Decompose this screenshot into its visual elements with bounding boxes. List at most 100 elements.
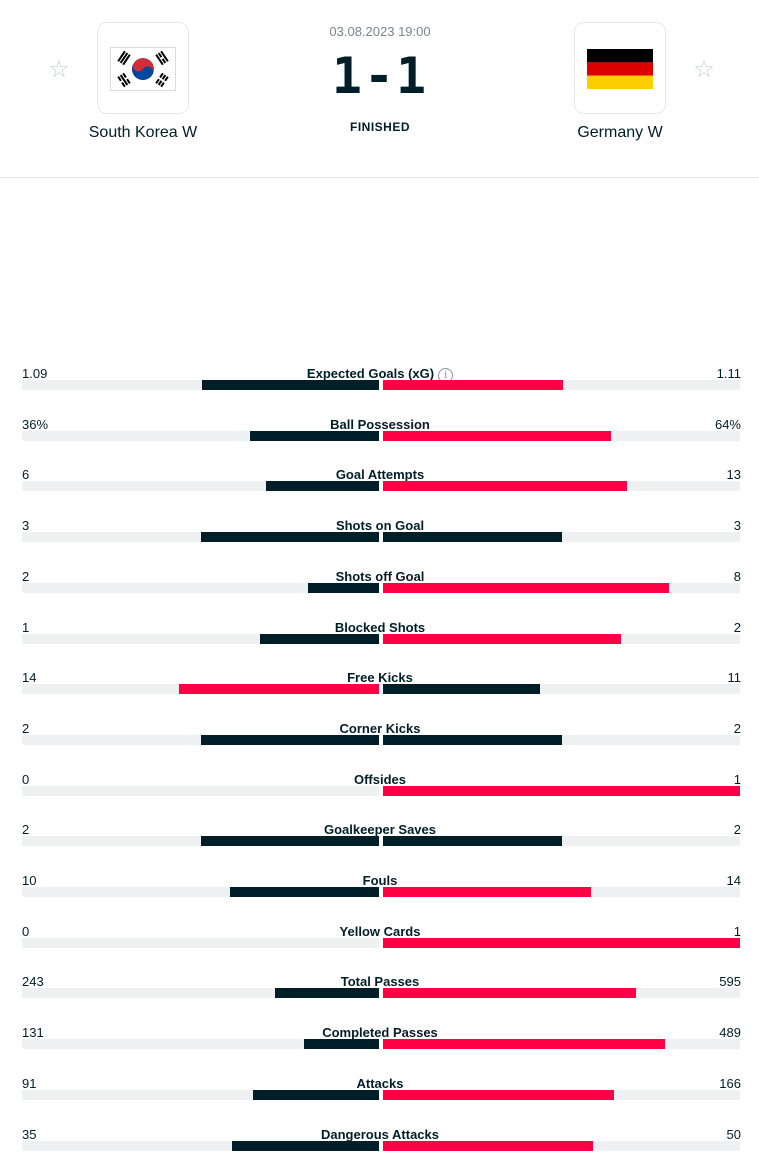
stat-away-bar	[383, 481, 740, 492]
stat-row: 0 Yellow Cards 1	[0, 924, 759, 964]
stat-category: Offsides	[180, 772, 580, 787]
stat-away-value: 2	[733, 619, 741, 635]
stat-row: 0 Offsides 1	[0, 772, 759, 812]
stat-row: 36% Ball Possession 64%	[0, 417, 759, 457]
away-team-logo[interactable]	[574, 22, 666, 114]
stat-category-label: Shots off Goal	[335, 568, 425, 584]
stat-home-value: 14	[22, 670, 37, 686]
stat-category-label: Fouls	[362, 873, 398, 888]
stat-away-bar-fill	[383, 988, 637, 999]
stat-home-bar-fill	[200, 836, 379, 847]
stat-row: 14 Free Kicks 11	[0, 670, 759, 710]
stat-home-bar-fill	[202, 380, 379, 390]
stat-category: Fouls	[180, 873, 580, 888]
stat-row: 10 Fouls 14	[0, 873, 759, 913]
stat-home-value: 2	[22, 822, 30, 838]
stat-away-bar	[383, 887, 740, 897]
stat-category-label: Total Passes	[340, 974, 420, 990]
stat-category-label: Offsides	[353, 771, 406, 787]
stat-away-bar	[383, 785, 740, 796]
stat-away-bar	[383, 582, 740, 593]
stat-away-bar-fill	[383, 785, 740, 796]
stat-home-value: 1.09	[22, 366, 48, 381]
stat-category-label: Goal Attempts	[335, 467, 425, 483]
stat-home-bar-fill	[230, 887, 379, 897]
stat-away-value: 11	[727, 670, 742, 686]
stat-row: 243 Total Passes 595	[0, 974, 759, 1014]
stat-away-value: 1	[733, 923, 741, 939]
stat-away-value: 3	[733, 518, 741, 534]
stat-home-bar-fill	[275, 988, 379, 999]
stat-home-value: 36%	[22, 416, 49, 432]
home-team-name[interactable]: South Korea W	[88, 124, 198, 141]
stat-away-value: 13	[726, 467, 741, 483]
stat-category-label: Blocked Shots	[334, 619, 426, 635]
stat-home-value: 10	[22, 873, 37, 888]
stat-category: Shots off Goal	[180, 569, 580, 584]
stat-category: Yellow Cards	[180, 924, 580, 939]
stat-home-value: 243	[22, 974, 44, 990]
stat-home-bar-fill	[303, 1039, 379, 1050]
stat-home-bar	[22, 887, 379, 897]
stat-away-bar	[383, 937, 740, 948]
stat-category: Goal Attempts	[180, 467, 580, 482]
stat-home-bar-fill	[200, 532, 379, 543]
stat-home-bar-fill	[266, 481, 379, 492]
stat-home-bar	[22, 734, 379, 745]
stat-row: 131 Completed Passes 489	[0, 1025, 759, 1065]
stat-away-bar-fill	[383, 380, 564, 390]
stat-away-value: 1.11	[716, 366, 741, 381]
match-header: ☆	[0, 0, 759, 178]
score-away: 1	[396, 47, 429, 105]
stat-category: Ball Possession	[180, 417, 580, 432]
stat-away-bar	[383, 430, 740, 441]
favorite-away-star-icon[interactable]: ☆	[693, 55, 715, 83]
stat-away-value: 64%	[714, 416, 741, 432]
stat-home-bar	[22, 1039, 379, 1050]
favorite-home-star-icon[interactable]: ☆	[48, 55, 70, 83]
stat-home-bar	[22, 481, 379, 492]
stat-home-value: 0	[22, 923, 30, 939]
score-home: 1	[331, 47, 364, 105]
stat-away-bar-fill	[383, 1039, 665, 1050]
stat-home-value: 3	[22, 518, 30, 534]
stat-home-bar-fill	[250, 430, 379, 441]
stat-away-value: 1	[733, 771, 741, 787]
stat-away-bar-fill	[383, 937, 740, 948]
stat-category: Goalkeeper Saves	[180, 822, 580, 837]
stat-away-bar-fill	[383, 1140, 593, 1151]
stat-home-bar-fill	[260, 633, 379, 644]
stat-category-label: Yellow Cards	[339, 923, 421, 939]
stat-away-value: 50	[726, 1126, 741, 1142]
stat-category-label: Goalkeeper Saves	[323, 822, 437, 838]
stat-category-label: Free Kicks	[347, 670, 413, 686]
stat-home-bar	[22, 380, 379, 390]
stat-away-value: 14	[726, 873, 741, 888]
stat-away-bar	[383, 380, 740, 390]
stat-away-bar-fill	[383, 734, 562, 745]
stat-home-bar	[22, 937, 379, 948]
stat-row: 2 Shots off Goal 8	[0, 569, 759, 609]
stat-away-bar-fill	[383, 582, 669, 593]
stat-away-bar-fill	[383, 887, 592, 897]
stat-home-bar-fill	[231, 1140, 379, 1151]
stat-category: Attacks	[180, 1076, 580, 1091]
stat-category: Corner Kicks	[180, 721, 580, 736]
stat-home-bar	[22, 684, 379, 695]
home-team-logo[interactable]	[97, 22, 189, 114]
stat-home-bar-fill	[179, 684, 379, 695]
stat-category-label: Shots on Goal	[335, 518, 425, 534]
stat-category-label: Completed Passes	[322, 1025, 438, 1041]
stat-home-bar-fill	[307, 582, 379, 593]
stat-away-bar	[383, 988, 740, 999]
stat-row: 6 Goal Attempts 13	[0, 467, 759, 507]
stat-category-label: Ball Possession	[330, 416, 430, 432]
stat-category: Shots on Goal	[180, 518, 580, 533]
stat-away-bar	[383, 734, 740, 745]
stat-away-bar	[383, 633, 740, 644]
away-team-name[interactable]: Germany W	[577, 124, 663, 141]
stat-away-value: 8	[733, 568, 741, 584]
stat-home-bar-fill	[252, 1089, 379, 1100]
stat-row: 2 Corner Kicks 2	[0, 721, 759, 761]
stat-away-bar-fill	[383, 532, 562, 543]
